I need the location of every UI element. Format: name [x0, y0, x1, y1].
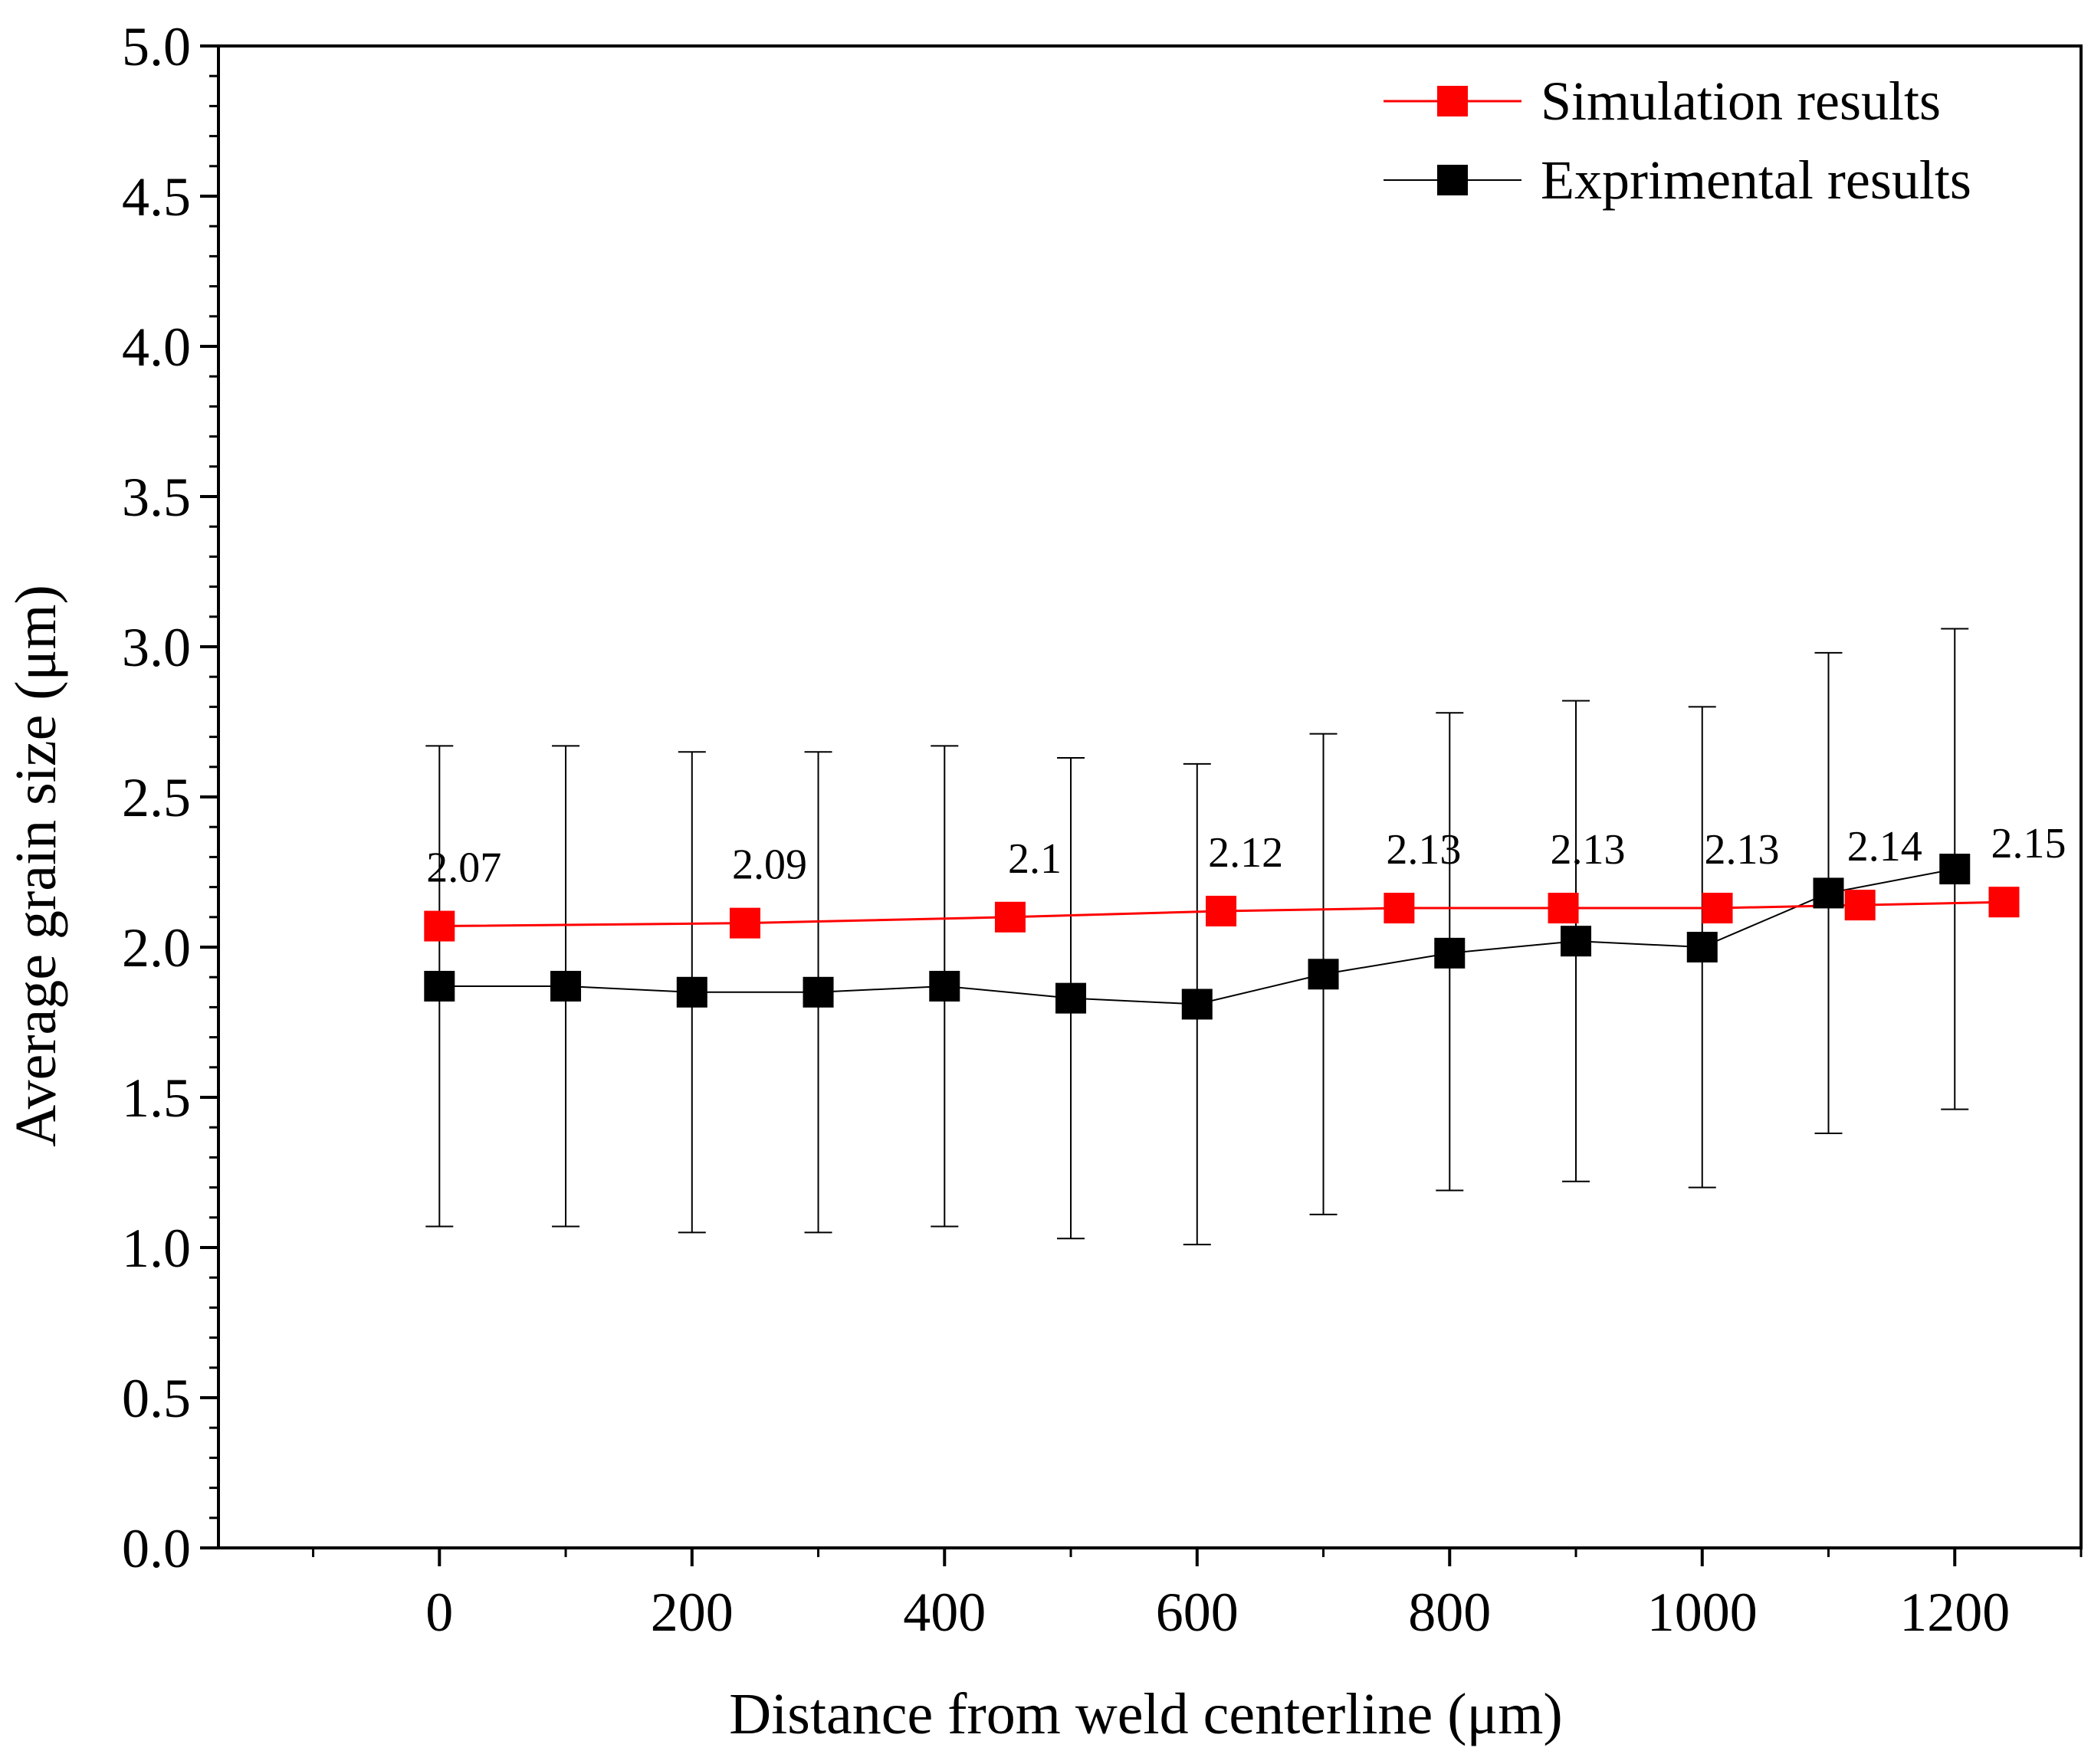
simulation-data-label: 2.09 [732, 841, 807, 889]
experimental-point [803, 976, 834, 1008]
simulation-data-label: 2.07 [426, 844, 501, 892]
y-tick-label: 3.0 [122, 617, 191, 678]
experimental-point [676, 976, 707, 1008]
legend: Simulation results Exprimental results [1384, 70, 1971, 211]
simulation-point [1384, 893, 1415, 924]
y-tick-label: 0.0 [122, 1518, 191, 1579]
simulation-point [424, 910, 455, 942]
experimental-point [1181, 989, 1213, 1020]
simulation-data-label: 2.14 [1847, 823, 1922, 871]
y-tick-label: 2.0 [122, 917, 191, 979]
simulation-point [994, 901, 1026, 933]
x-tick-label: 1200 [1899, 1582, 2010, 1643]
legend-experimental-marker [1437, 165, 1468, 195]
simulation-data-label: 2.12 [1208, 829, 1283, 877]
simulation-data-label: 2.13 [1551, 826, 1626, 874]
y-tick-label: 2.5 [122, 767, 191, 828]
simulation-data-label: 2.13 [1386, 826, 1461, 874]
simulation-data-label: 2.1 [1008, 835, 1062, 883]
experimental-point [424, 970, 455, 1002]
experimental-point [1561, 926, 1592, 957]
experimental-point [550, 970, 582, 1002]
legend-simulation-marker [1437, 86, 1468, 116]
y-tick-label: 4.5 [122, 166, 191, 228]
y-axis-title: Average grain size (μm) [4, 585, 68, 1147]
y-tick-label: 1.0 [122, 1218, 191, 1279]
y-tick-label: 1.5 [122, 1067, 191, 1129]
y-tick-label: 0.5 [122, 1368, 191, 1429]
simulation-point [1206, 895, 1237, 926]
simulation-data-label: 2.15 [1991, 820, 2066, 867]
simulation-point [729, 907, 760, 939]
x-tick-label: 1000 [1647, 1582, 1758, 1643]
x-tick-label: 0 [425, 1582, 453, 1643]
x-tick-label: 200 [651, 1582, 734, 1643]
axes: 0.0 0.5 1.0 1.5 2.0 2.5 3.0 3.5 4.0 4.5 5.0 0 200 400… [122, 16, 2083, 1643]
y-tick-label: 5.0 [122, 16, 191, 77]
legend-experimental-label: Exprimental results [1541, 149, 1971, 211]
experimental-point [1686, 932, 1718, 962]
experimental-point [1939, 854, 1971, 885]
x-axis-title: Distance from weld centerline (μm) [729, 1682, 1562, 1746]
x-tick-label: 600 [1156, 1582, 1239, 1643]
experimental-point [1308, 959, 1339, 990]
simulation-point [1988, 887, 2020, 918]
x-tick-label: 800 [1408, 1582, 1491, 1643]
legend-simulation-label: Simulation results [1541, 70, 1941, 132]
experimental-point [1813, 877, 1844, 909]
simulation-point [1702, 893, 1733, 924]
experimental-point [1434, 937, 1466, 969]
plot-area: 2.07 2.09 2.1 2.12 2.13 2.13 2.13 2.14 2.15 [424, 628, 2066, 1246]
experimental-point [929, 970, 960, 1002]
x-tick-label: 400 [903, 1582, 986, 1643]
simulation-point [1844, 890, 1876, 921]
y-tick-label: 3.5 [122, 467, 191, 528]
simulation-data-label: 2.13 [1705, 826, 1780, 874]
y-tick-label: 4.0 [122, 316, 191, 378]
experimental-point [1055, 982, 1087, 1014]
simulation-point [1548, 893, 1579, 924]
